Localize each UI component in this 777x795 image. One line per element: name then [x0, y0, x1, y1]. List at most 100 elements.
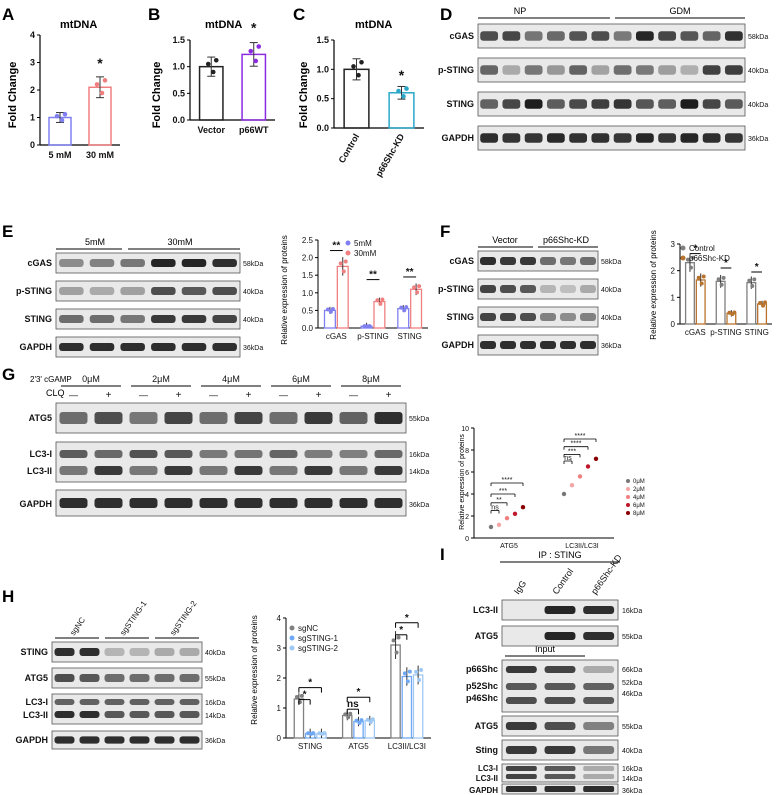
data-point — [62, 111, 68, 117]
band — [569, 99, 588, 109]
band — [583, 746, 615, 754]
band — [54, 674, 75, 682]
panel-e-letter: E — [2, 222, 13, 241]
band — [560, 285, 576, 293]
data-point — [404, 86, 409, 91]
data-point — [696, 275, 701, 280]
data-point — [412, 285, 417, 290]
data-point — [205, 61, 211, 67]
data-point — [732, 310, 737, 315]
data-point — [346, 715, 351, 720]
protein-label: STING — [20, 647, 48, 657]
band — [59, 450, 88, 458]
blot-i-ip: IP : STING — [538, 550, 581, 560]
band — [613, 65, 632, 75]
protein-label: cGAS — [449, 31, 474, 41]
protein-label: Sting — [476, 745, 499, 755]
band — [151, 315, 176, 323]
band — [199, 466, 228, 475]
y-tick-label: 2.5 — [302, 236, 314, 245]
blot-strip — [55, 252, 241, 274]
band — [544, 632, 576, 640]
data-point — [322, 731, 327, 736]
band — [374, 412, 403, 424]
category-label: 5 mM — [48, 150, 71, 160]
kda-label: 16kDa — [205, 700, 225, 707]
band — [59, 259, 84, 267]
y-tick-label: 1.0 — [172, 62, 185, 72]
blot-g: 2'3' cGAMP CLQ 0μM — +2μM — +4μM — +6μM — +8μM — +… — [19, 374, 429, 517]
data-point — [375, 298, 380, 303]
y-tick-label: 1 — [277, 704, 282, 713]
y-tick-label: 1.5 — [316, 35, 329, 45]
band — [151, 343, 176, 351]
band — [540, 257, 556, 265]
data-point — [248, 48, 254, 54]
band — [505, 697, 537, 704]
band — [212, 259, 237, 267]
band — [54, 736, 75, 744]
band — [583, 774, 615, 779]
y-tick-label: 2.0 — [302, 254, 314, 263]
significance-label: * — [251, 20, 257, 36]
data-point — [343, 712, 348, 717]
band — [154, 674, 175, 682]
protein-label: cGAS — [27, 258, 52, 268]
band — [560, 257, 576, 265]
data-point — [402, 308, 407, 313]
data-point — [561, 491, 567, 497]
data-point — [338, 261, 343, 266]
category-label: LC3II/LC3I — [565, 543, 599, 550]
band — [59, 466, 88, 475]
y-tick-label: 1 — [30, 113, 35, 123]
data-point — [690, 255, 695, 260]
panel-g-letter: G — [2, 365, 15, 384]
y-tick-label: 0.0 — [302, 324, 314, 333]
protein-label: LC3-II — [476, 774, 498, 783]
kda-label: 14kDa — [622, 776, 642, 783]
kda-label: 40kDa — [601, 287, 621, 294]
data-point — [577, 474, 583, 479]
significance-label: * — [308, 678, 312, 689]
data-point — [354, 718, 359, 723]
protein-label: LC3-II — [23, 710, 48, 720]
band — [500, 341, 516, 349]
band — [54, 648, 75, 656]
band — [544, 697, 576, 704]
minus-label: — — [209, 390, 218, 400]
band — [583, 606, 615, 614]
data-point — [415, 290, 420, 295]
category-label: LC3II/LC3I — [388, 742, 426, 751]
band — [59, 498, 88, 508]
band — [269, 450, 298, 458]
band — [89, 315, 115, 323]
band — [544, 683, 576, 690]
kda-label: 16kDa — [409, 452, 429, 459]
band — [544, 774, 576, 779]
chart-a-title: mtDNA — [60, 19, 97, 31]
band — [59, 315, 84, 323]
data-point — [520, 505, 526, 510]
kda-label: 40kDa — [205, 650, 225, 657]
significance-label: ** — [496, 497, 502, 504]
blot-e-group-5mm: 5mM — [85, 237, 105, 247]
band — [702, 31, 721, 41]
band — [540, 285, 556, 293]
kda-label: 58kDa — [601, 259, 621, 266]
data-point — [417, 284, 422, 289]
band — [79, 674, 100, 682]
protein-label: GAPDH — [15, 735, 48, 745]
data-point — [359, 718, 364, 723]
band — [500, 313, 516, 321]
band — [59, 343, 84, 351]
band — [583, 666, 615, 673]
legend-label: 2μM — [633, 487, 645, 493]
minus-label: — — [279, 390, 288, 400]
data-point — [311, 731, 316, 736]
category-label: p-STING — [357, 332, 389, 341]
data-point — [54, 113, 60, 119]
band — [129, 466, 158, 475]
y-tick-label: 0.5 — [302, 306, 314, 315]
legend-label: 0μM — [633, 479, 645, 485]
band — [154, 736, 175, 744]
